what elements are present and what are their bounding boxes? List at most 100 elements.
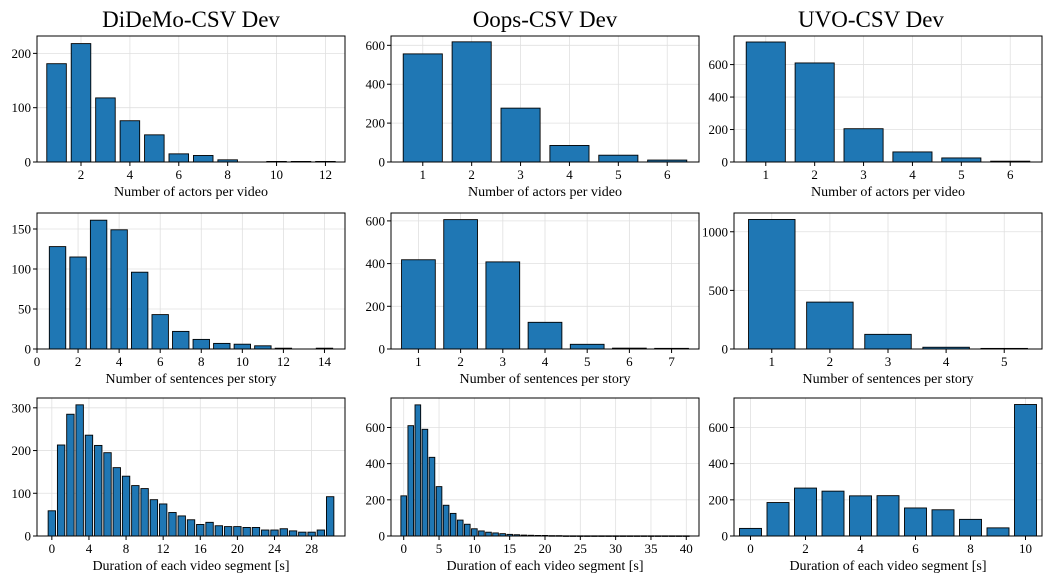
bar	[402, 53, 443, 163]
x-tick-label: 6	[176, 167, 183, 182]
bar	[46, 63, 67, 163]
y-tick-label: 600	[366, 213, 386, 228]
y-tick-label: 400	[366, 256, 386, 271]
x-tick-label: 1	[415, 354, 422, 369]
bar	[119, 120, 141, 163]
x-tick-label: 4	[566, 167, 573, 182]
x-tick-label: 2	[75, 354, 82, 369]
x-tick-label: 10	[236, 354, 249, 369]
x-tick-label: 25	[574, 541, 587, 556]
bar	[192, 338, 210, 350]
x-tick-label: 5	[1001, 354, 1008, 369]
x-tick-label: 12	[277, 354, 290, 369]
bar	[407, 425, 415, 537]
bar	[414, 404, 422, 537]
bar	[316, 529, 326, 537]
bar	[435, 486, 443, 537]
bar	[186, 519, 196, 537]
bar	[485, 261, 521, 350]
bar	[794, 62, 835, 163]
bar	[806, 301, 854, 350]
x-tick-label: 2	[457, 354, 464, 369]
x-tick-label: 8	[967, 541, 974, 556]
y-tick-label: 200	[709, 492, 729, 507]
bar	[400, 495, 407, 537]
bar	[527, 321, 563, 350]
x-tick-label: 12	[157, 541, 170, 556]
x-tick-label: 1	[763, 167, 770, 182]
bar	[131, 271, 149, 350]
y-tick-label: 600	[709, 57, 729, 72]
x-axis-label: Number of actors per video	[811, 185, 965, 200]
y-tick-label: 200	[366, 116, 386, 131]
x-tick-label: 4	[127, 167, 134, 182]
bar	[270, 529, 279, 537]
column-title-oops: Oops-CSV Dev	[473, 7, 618, 32]
bar	[421, 428, 429, 537]
x-tick-label: 3	[860, 167, 867, 182]
x-tick-label: 3	[517, 167, 524, 182]
x-tick-label: 2	[78, 167, 85, 182]
bar	[443, 219, 478, 350]
bar	[959, 518, 982, 537]
x-axis-label: Number of actors per video	[468, 185, 622, 200]
x-tick-label: 20	[539, 541, 552, 556]
x-tick-label: 7	[668, 354, 675, 369]
bar	[192, 155, 214, 163]
bar	[500, 107, 541, 163]
x-axis-label: Number of sentences per story	[105, 372, 276, 387]
bar	[456, 519, 464, 537]
x-tick-label: 4	[909, 167, 916, 182]
axes-frame	[390, 35, 700, 163]
chart-panel-3: 1 2 3 4 5 6 0 200 400 600 Number of actors per vid…	[709, 35, 1043, 200]
x-tick-label: 0	[400, 541, 407, 556]
bar	[941, 157, 982, 163]
bar	[279, 528, 288, 537]
bar	[95, 97, 116, 163]
y-tick-label: 0	[25, 342, 32, 357]
x-tick-label: 0	[49, 541, 56, 556]
bar	[325, 496, 335, 537]
x-tick-label: 0	[747, 541, 754, 556]
chart-panel-6: 1 2 3 4 5 0 500 1000 Number of sentences per sto…	[702, 212, 1043, 387]
x-tick-label: 8	[198, 354, 205, 369]
bar	[131, 485, 140, 537]
chart-panel-1: 2 4 6 8 10 12 0 100 200 Number of actors per vide…	[12, 35, 346, 200]
x-tick-label: 15	[503, 541, 516, 556]
x-tick-label: 4	[86, 541, 93, 556]
y-tick-label: 400	[709, 456, 729, 471]
bar	[288, 530, 298, 537]
bar	[48, 246, 67, 350]
bar	[168, 512, 177, 537]
bar	[151, 314, 169, 350]
x-tick-label: 5	[584, 354, 591, 369]
bar	[464, 523, 471, 537]
bar	[766, 502, 790, 537]
chart-panel-2: 1 2 3 4 5 6 0 200 400 600 Number of actors per vid…	[366, 35, 700, 200]
x-tick-label: 10	[270, 167, 283, 182]
bar	[214, 525, 223, 537]
bar	[442, 504, 450, 537]
bar	[121, 475, 131, 537]
x-tick-label: 6	[157, 354, 164, 369]
y-tick-label: 0	[379, 155, 386, 170]
bar	[451, 41, 492, 163]
axes-frame	[733, 397, 1043, 537]
x-tick-label: 4	[542, 354, 549, 369]
bar	[233, 526, 242, 537]
x-tick-label: 28	[305, 541, 318, 556]
y-tick-label: 0	[722, 342, 729, 357]
bar	[401, 259, 436, 350]
bar	[168, 153, 190, 163]
axes-frame	[36, 397, 346, 537]
bar	[89, 219, 108, 350]
bar	[849, 495, 872, 537]
bar	[233, 343, 251, 350]
x-tick-label: 10	[468, 541, 481, 556]
x-tick-label: 4	[116, 354, 123, 369]
bar	[56, 444, 66, 537]
bar	[261, 529, 270, 537]
y-tick-label: 200	[366, 299, 386, 314]
bar	[794, 487, 817, 537]
